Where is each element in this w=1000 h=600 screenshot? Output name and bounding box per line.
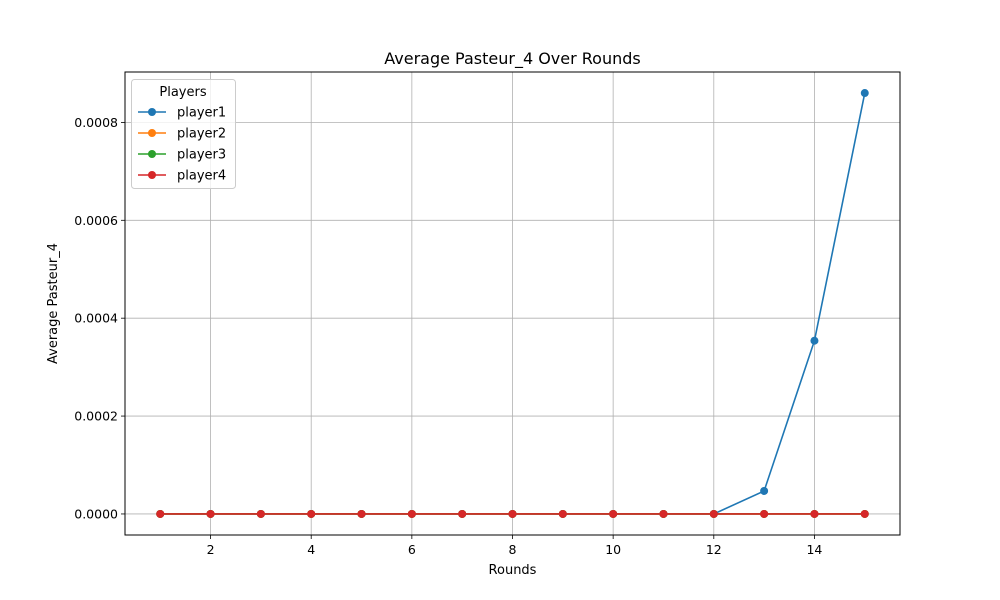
data-point-player4 — [206, 509, 215, 518]
data-point-player1 — [760, 486, 769, 495]
data-point-player4 — [458, 509, 467, 518]
y-axis-label: Average Pasteur_4 — [46, 243, 61, 364]
data-point-player4 — [709, 509, 718, 518]
x-tick-label: 14 — [806, 542, 822, 557]
data-point-player4 — [609, 509, 618, 518]
legend-items: player1 player2 player3 player4 — [138, 106, 226, 184]
legend-label-player3: player3 — [177, 148, 226, 163]
x-tick-label: 6 — [408, 542, 416, 557]
grid — [125, 72, 900, 535]
chart-title: Average Pasteur_4 Over Rounds — [384, 49, 641, 69]
legend-marker-player1 — [148, 108, 156, 116]
x-tick-label: 10 — [605, 542, 621, 557]
legend-label-player4: player4 — [177, 169, 226, 184]
y-tick-label: 0.0008 — [74, 115, 118, 130]
legend-label-player2: player2 — [177, 127, 226, 142]
legend-box — [131, 79, 236, 189]
legend-marker-player3 — [148, 150, 156, 158]
x-tick-label: 12 — [706, 542, 722, 557]
data-point-player4 — [357, 509, 366, 518]
legend-marker-player4 — [148, 171, 156, 179]
x-axis-label: Rounds — [489, 563, 537, 578]
y-tick-label: 0.0002 — [74, 409, 118, 424]
data-point-player4 — [156, 509, 165, 518]
data-point-player4 — [508, 509, 517, 518]
x-tick-label: 2 — [207, 542, 215, 557]
y-tick-label: 0.0000 — [74, 506, 118, 521]
data-point-player4 — [256, 509, 265, 518]
series-layer — [156, 89, 869, 518]
legend-label-player1: player1 — [177, 106, 226, 121]
data-point-player4 — [558, 509, 567, 518]
data-point-player4 — [810, 509, 819, 518]
data-point-player4 — [307, 509, 316, 518]
data-point-player4 — [659, 509, 668, 518]
legend-title: Players — [159, 85, 206, 100]
y-tick-label: 0.0004 — [74, 311, 118, 326]
legend: Players player1 player2 player3 player4 — [131, 79, 236, 189]
legend-marker-player2 — [148, 129, 156, 137]
x-tick-label: 4 — [307, 542, 315, 557]
data-point-player1 — [860, 89, 869, 98]
axis-ticks: 2 4 6 8 10 12 14 0.0000 0.0002 0.0004 0.0006 0.0008 — [74, 115, 822, 557]
y-tick-label: 0.0006 — [74, 213, 118, 228]
x-tick-label: 8 — [509, 542, 517, 557]
data-point-player4 — [860, 509, 869, 518]
data-point-player1 — [810, 336, 819, 345]
data-point-player4 — [407, 509, 416, 518]
data-point-player4 — [760, 509, 769, 518]
